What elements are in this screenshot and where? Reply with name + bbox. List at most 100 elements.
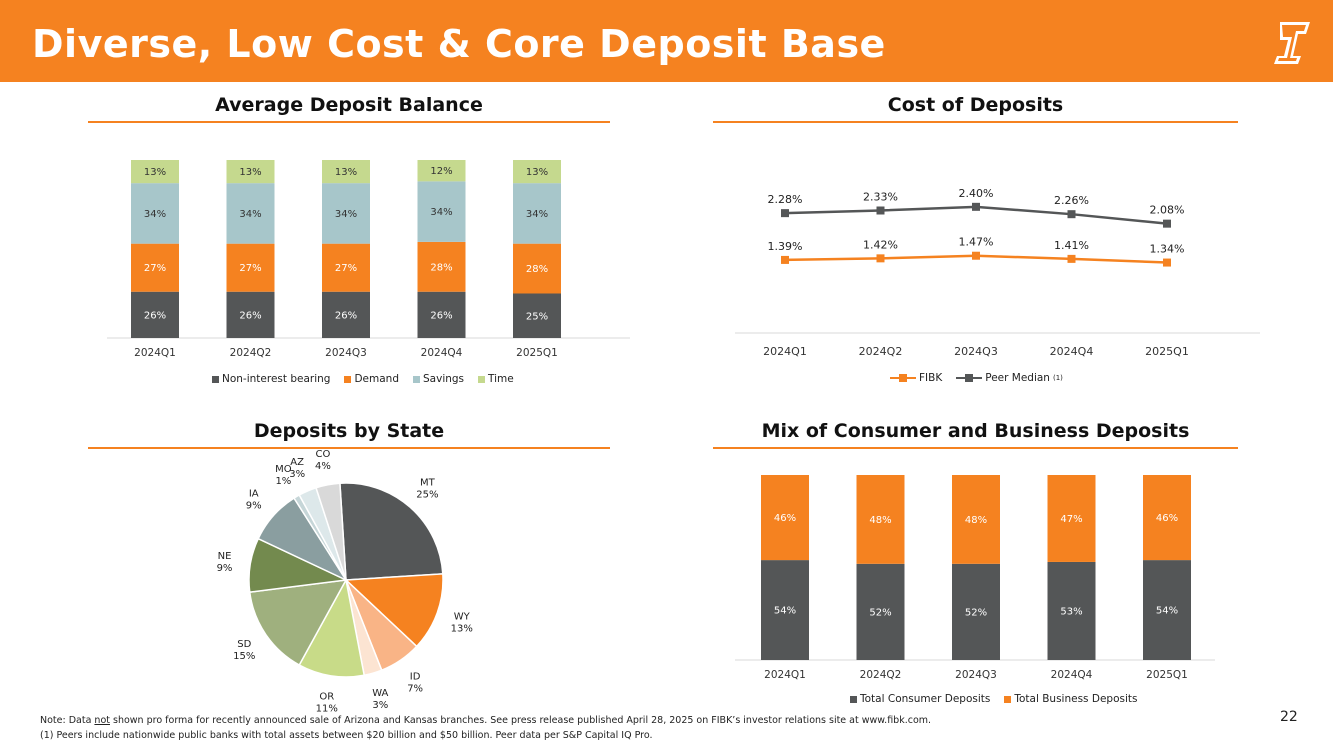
average-deposit-balance-legend: Non-interest bearing Demand Savings Time [212,373,514,385]
data-label-total-business-deposits-2024Q4: 47% [1060,514,1082,525]
data-label-fibk-2025Q1: 1.34% [1150,243,1185,256]
pie-slice-co [315,482,347,581]
bar-total-consumer-deposits-2025Q1 [1143,560,1191,660]
data-label-non-interest-bearing-2025Q1: 25% [526,311,548,322]
pie-label-az: AZ 3% [289,457,305,480]
data-label-peer-median-2024Q1: 2.28% [768,193,803,206]
bar-total-consumer-deposits-2024Q3 [952,563,1000,660]
legend-item-demand: Demand [344,373,399,385]
rule-cost-of-deposits [713,121,1238,123]
marker-peer-median-2024Q2 [876,206,885,215]
data-label-fibk-2024Q2: 1.42% [863,238,898,251]
marker-fibk-2024Q4 [1067,254,1076,263]
data-label-fibk-2024Q3: 1.47% [959,236,994,249]
legend-label: Time [488,373,514,385]
data-label-total-consumer-deposits-2024Q4: 53% [1060,606,1082,617]
data-label-time-2024Q1: 13% [144,167,166,178]
data-label-demand-2024Q1: 27% [144,263,166,274]
x-tick-label-2024Q2: 2024Q2 [859,345,903,358]
bar-time-2024Q3 [322,160,370,184]
legend-label: Peer Median [985,372,1050,384]
legend-swatch [344,375,352,383]
pie-slice-wy [344,573,444,648]
data-label-fibk-2024Q1: 1.39% [768,240,803,253]
x-tick-label-2024Q3: 2024Q3 [955,669,997,681]
data-label-time-2024Q3: 13% [335,167,357,178]
x-tick-label-2024Q1: 2024Q1 [134,347,176,359]
pie-label-name: AZ [290,457,304,468]
legend-item-non-interest-bearing: Non-interest bearing [212,373,330,385]
data-label-demand-2024Q4: 28% [430,262,452,273]
header-banner: Diverse, Low Cost & Core Deposit Base [0,0,1333,82]
pie-label-name: IA [249,489,259,500]
marker-peer-median-2025Q1 [1163,219,1171,228]
pie-label-name: SD [237,639,251,650]
company-logo-icon [1274,22,1310,64]
title-cost-of-deposits: Cost of Deposits [887,94,1064,116]
pie-label-value: 4% [315,461,331,472]
data-label-total-consumer-deposits-2025Q1: 54% [1156,606,1178,617]
pie-label-value: 9% [246,501,262,512]
pie-label-wy: WY 13% [451,612,473,635]
data-label-peer-median-2024Q4: 2.26% [1054,194,1089,207]
bar-total-business-deposits-2025Q1 [1143,475,1191,561]
pie-slice-sd [248,579,348,667]
bar-demand-2024Q2 [226,243,275,292]
x-tick-label-2024Q1: 2024Q1 [764,669,806,681]
data-label-total-business-deposits-2025Q1: 46% [1156,513,1178,524]
pie-label-value: 3% [289,469,305,480]
data-label-peer-median-2025Q1: 2.08% [1150,204,1185,217]
data-label-time-2024Q4: 12% [430,166,452,177]
x-tick-label-2025Q1: 2025Q1 [1145,345,1189,358]
x-tick-label-2024Q3: 2024Q3 [325,347,367,359]
pie-label-name: MO [275,464,292,475]
pie-label-ne: NE 9% [217,551,233,574]
legend-swatch [212,375,219,383]
data-label-savings-2025Q1: 34% [526,209,548,220]
data-label-savings-2024Q3: 34% [335,209,357,220]
pie-label-or: OR 11% [316,691,338,714]
pie-label-mo: MO 1% [275,464,292,487]
pie-label-name: CO [316,449,331,460]
pie-label-sd: SD 15% [233,639,255,662]
x-tick-label-2025Q1: 2025Q1 [1146,669,1188,681]
pie-label-value: 3% [372,700,388,711]
legend-swatch [478,375,486,383]
consumer-business-mix-legend: Total Consumer Deposits Total Business De… [850,693,1137,705]
bar-total-business-deposits-2024Q3 [952,475,1000,564]
bar-time-2024Q2 [226,160,275,184]
bar-savings-2024Q1 [131,183,179,244]
pie-label-name: OR [319,691,334,702]
bar-non-interest-bearing-2024Q4 [417,291,466,338]
bar-total-consumer-deposits-2024Q2 [856,563,905,660]
legend-item-peer-median: Peer Median (1) [956,372,1063,384]
pie-label-name: WA [372,688,388,699]
data-label-demand-2024Q3: 27% [335,263,357,274]
data-label-savings-2024Q4: 34% [430,207,452,218]
pie-label-value: 1% [275,476,291,487]
legend-swatch [1004,695,1012,703]
bar-non-interest-bearing-2024Q3 [322,291,370,338]
bar-non-interest-bearing-2024Q1 [131,291,179,338]
legend-label: Savings [423,373,465,385]
legend-swatch [956,374,983,382]
marker-peer-median-2024Q3 [972,202,980,211]
legend-item-time: Time [478,373,514,385]
data-label-demand-2025Q1: 28% [526,264,548,275]
legend-footnote-marker: (1) [1052,374,1063,382]
legend-item-fibk: FIBK [890,372,942,384]
legend-swatch [850,695,857,703]
marker-fibk-2024Q2 [876,254,885,263]
bar-savings-2024Q2 [226,183,275,244]
bar-savings-2024Q3 [322,183,370,244]
pie-label-name: NE [218,551,232,562]
bar-non-interest-bearing-2025Q1 [513,293,561,338]
average-deposit-balance-chart: 26% 27% 34% 13% 2024Q1 26% 27% 34% 13% 2024Q2 26% 2… [107,160,630,359]
bar-non-interest-bearing-2024Q2 [226,291,275,338]
marker-fibk-2024Q3 [972,251,980,260]
x-tick-label-2024Q4: 2024Q4 [1050,345,1094,358]
data-label-savings-2024Q1: 34% [144,209,166,220]
data-label-total-business-deposits-2024Q1: 46% [774,513,796,524]
title-average-deposit-balance: Average Deposit Balance [215,94,483,116]
marker-fibk-2024Q1 [781,255,789,264]
